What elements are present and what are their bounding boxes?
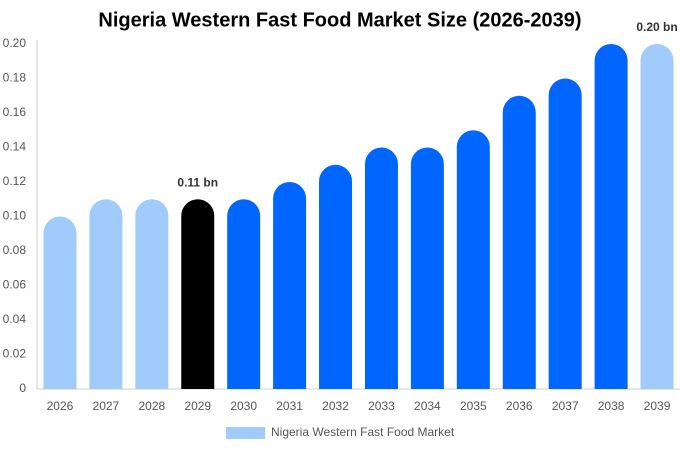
y-tick-label: 0.02 xyxy=(3,347,27,361)
y-tick-label: 0.20 xyxy=(3,36,27,50)
x-tick-label: 2026 xyxy=(47,399,74,413)
x-tick-label: 2036 xyxy=(506,399,533,413)
y-tick-label: 0.04 xyxy=(3,312,27,326)
y-tick-label: 0.06 xyxy=(3,278,27,292)
y-tick-label: 0.12 xyxy=(3,174,27,188)
bar xyxy=(594,44,628,389)
x-tick-label: 2032 xyxy=(322,399,349,413)
bar xyxy=(502,95,536,389)
bar xyxy=(364,147,398,389)
y-tick-label: 0.10 xyxy=(3,209,27,223)
legend-swatch xyxy=(226,427,265,439)
bar xyxy=(640,44,674,389)
x-tick-label: 2038 xyxy=(598,399,625,413)
bar xyxy=(181,199,215,389)
y-tick-label: 0.08 xyxy=(3,243,27,257)
x-tick-label: 2034 xyxy=(414,399,441,413)
bar xyxy=(456,130,490,390)
x-tick-label: 2029 xyxy=(184,399,211,413)
legend-label: Nigeria Western Fast Food Market xyxy=(271,425,455,439)
value-label: 0.11 bn xyxy=(177,175,218,189)
bar xyxy=(227,199,261,389)
x-tick-label: 2031 xyxy=(276,399,303,413)
x-tick-label: 2037 xyxy=(552,399,579,413)
y-tick-label: 0.18 xyxy=(3,71,27,85)
bar xyxy=(410,147,444,389)
x-tick-label: 2028 xyxy=(138,399,165,413)
bar xyxy=(273,182,307,389)
y-tick-label: 0.16 xyxy=(3,105,27,119)
bar xyxy=(548,78,582,389)
x-tick-label: 2039 xyxy=(644,399,671,413)
bar xyxy=(89,199,123,389)
bar xyxy=(135,199,169,389)
y-tick-label: 0 xyxy=(19,381,26,395)
x-tick-label: 2035 xyxy=(460,399,487,413)
y-tick-label: 0.14 xyxy=(3,140,27,154)
value-label: 0.20 bn xyxy=(636,20,677,34)
bar xyxy=(319,164,353,389)
x-tick-label: 2027 xyxy=(93,399,120,413)
x-tick-label: 2030 xyxy=(230,399,257,413)
bar xyxy=(43,216,77,389)
x-tick-label: 2033 xyxy=(368,399,395,413)
chart-title: Nigeria Western Fast Food Market Size (2… xyxy=(98,9,581,31)
